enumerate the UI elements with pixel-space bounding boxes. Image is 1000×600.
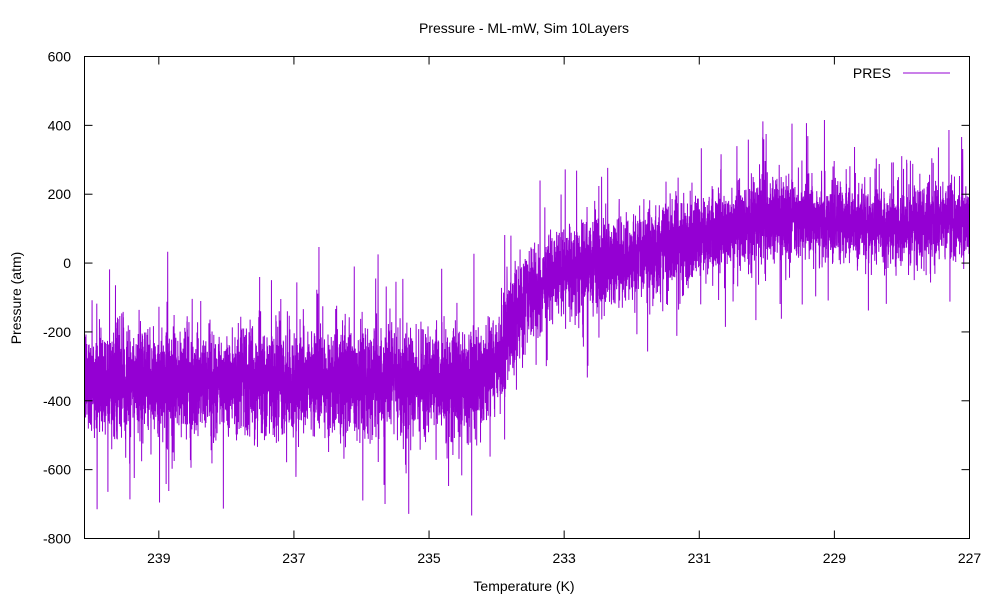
x-tick-label: 237 — [282, 550, 306, 566]
plot-frame — [84, 56, 970, 539]
series-line-pres — [84, 120, 970, 516]
x-tick-label: 227 — [958, 550, 982, 566]
y-tick-label: -600 — [43, 462, 71, 478]
x-tick-label: 231 — [688, 550, 712, 566]
y-tick-label: 600 — [48, 49, 72, 65]
series-layer — [84, 120, 970, 516]
y-tick-label: -800 — [43, 531, 71, 547]
y-axis-label: Pressure (atm) — [8, 252, 24, 345]
y-tick-label: 200 — [48, 186, 72, 202]
y-tick-label: -200 — [43, 324, 71, 340]
y-tick-label: -400 — [43, 393, 71, 409]
legend-entry-label: PRES — [853, 65, 891, 81]
x-tick-label: 239 — [147, 550, 171, 566]
x-tick-label: 229 — [823, 550, 847, 566]
y-tick-label: 400 — [48, 117, 72, 133]
x-tick-label: 233 — [552, 550, 576, 566]
legend: PRES — [853, 65, 950, 81]
x-axis-label: Temperature (K) — [473, 578, 574, 594]
y-tick-label: 0 — [63, 255, 71, 271]
chart-title: Pressure - ML-mW, Sim 10Layers — [419, 20, 629, 36]
axis-layer: 239 237 235 233 231 229 227 -800 -600 -400 -200 0 20… — [43, 49, 981, 567]
x-tick-label: 235 — [417, 550, 441, 566]
